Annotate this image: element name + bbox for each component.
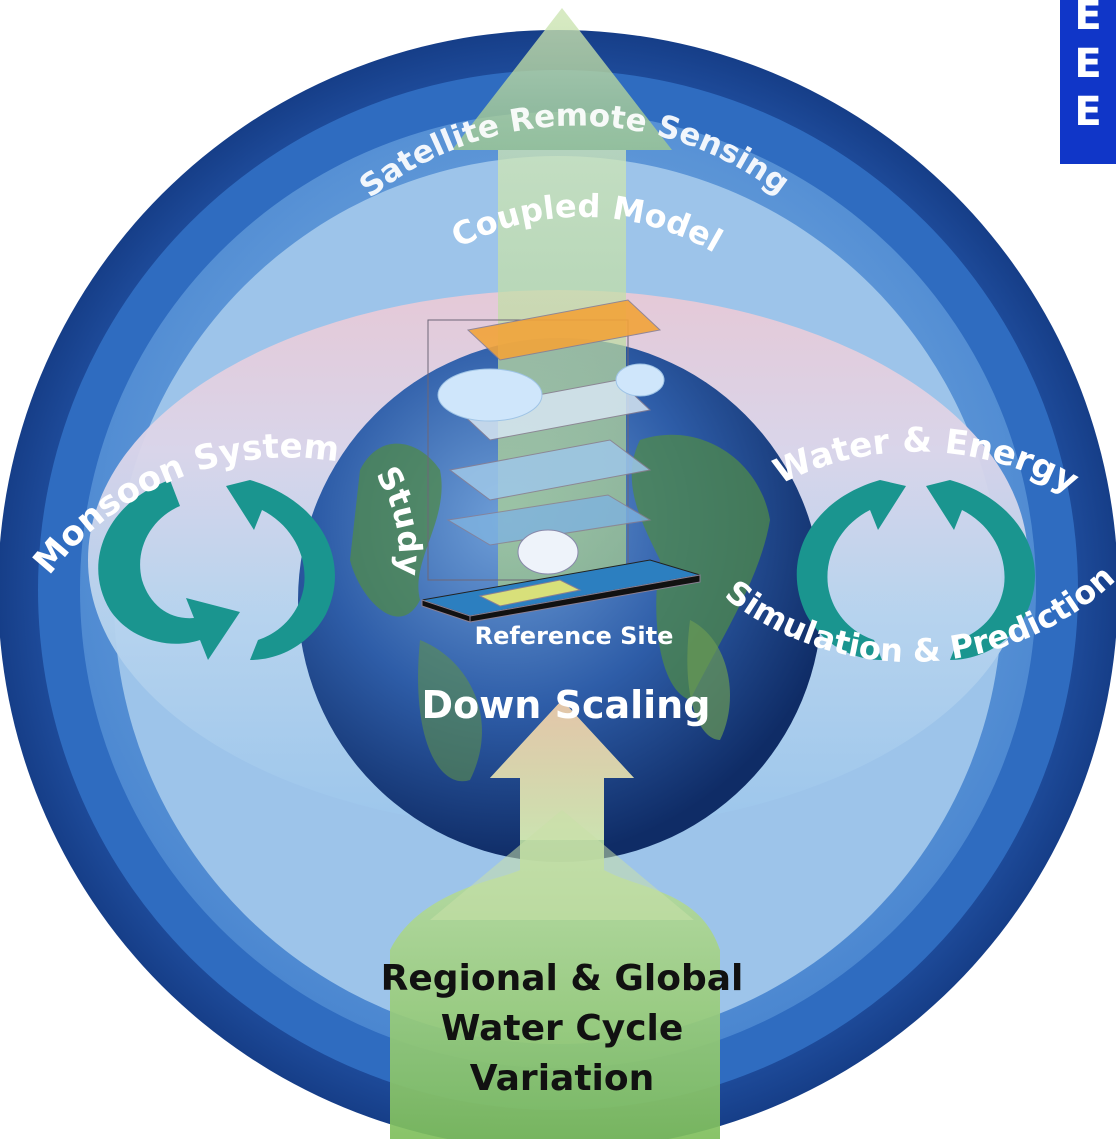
- badge-letter: E: [1074, 0, 1102, 39]
- bottom-label-line2: Water Cycle: [441, 1008, 684, 1049]
- grid-layers-icon: [421, 299, 701, 623]
- cycle-arrows-right-icon: [796, 480, 1035, 660]
- badge-letter: E: [1074, 89, 1102, 135]
- cycle-arrows-icon: [98, 480, 335, 660]
- bottom-label-line1: Regional & Global: [381, 958, 744, 999]
- badge-letter: E: [1074, 41, 1102, 87]
- bottom-up-arrow-icon: [390, 700, 720, 1139]
- reference-site-label: Reference Site: [475, 622, 674, 650]
- corner-badge: E E E: [1060, 0, 1116, 164]
- bottom-label-line3: Variation: [470, 1058, 654, 1099]
- down-scaling-label: Down Scaling: [422, 683, 711, 727]
